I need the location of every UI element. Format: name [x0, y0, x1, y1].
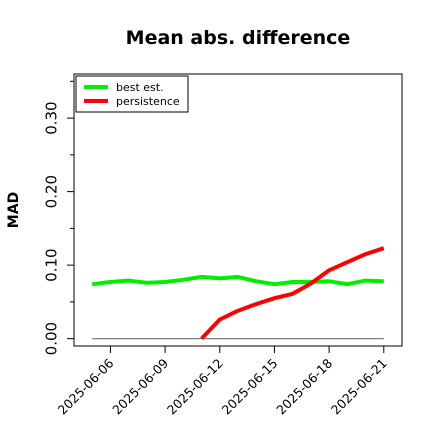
plot-area: 0.000.100.200.302025-06-062025-06-092025…: [42, 73, 403, 418]
plot-frame: [73, 73, 403, 347]
x-tick-label-5: 2025-06-21: [328, 356, 390, 418]
legend-box: [75, 75, 189, 113]
series-line-persistence: [200, 246, 385, 340]
x-tick-label-2: 2025-06-12: [164, 356, 226, 418]
y-tick-label-3: 0.30: [42, 101, 60, 134]
y-tick-label-0: 0.00: [42, 322, 60, 355]
x-tick-label-4: 2025-06-18: [273, 355, 335, 417]
legend-label-0: best est.: [116, 81, 164, 94]
y-tick-label-2: 0.20: [42, 175, 60, 208]
y-axis-label: MAD: [6, 192, 22, 228]
x-tick-label-1: 2025-06-09: [109, 355, 171, 417]
series-line-best-est: [91, 274, 384, 287]
legend-label-1: persistence: [116, 95, 180, 108]
chart-title: Mean abs. difference: [126, 27, 351, 49]
x-tick-label-0: 2025-06-06: [55, 355, 117, 417]
y-tick-label-1: 0.10: [42, 248, 60, 281]
x-tick-label-3: 2025-06-15: [219, 356, 281, 418]
legend: best est.persistence: [75, 75, 189, 113]
